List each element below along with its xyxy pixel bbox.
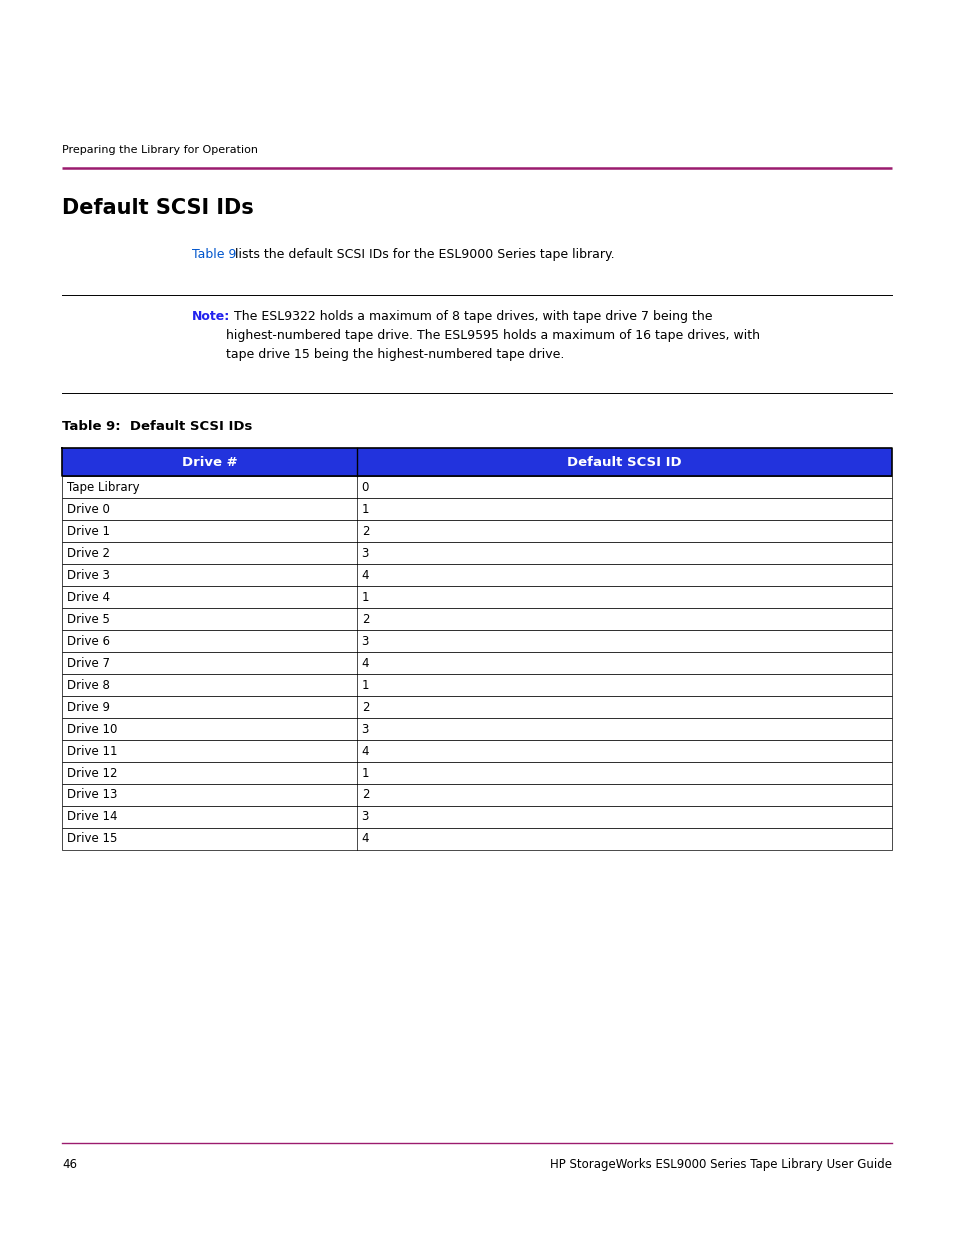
- Text: Drive 5: Drive 5: [67, 613, 110, 625]
- Text: 3: 3: [361, 810, 369, 824]
- Text: Drive 12: Drive 12: [67, 767, 117, 779]
- Text: 4: 4: [361, 657, 369, 669]
- Bar: [62, 762, 891, 784]
- Text: Drive 9: Drive 9: [67, 700, 110, 714]
- Text: Table 9: Table 9: [192, 248, 236, 261]
- Text: 4: 4: [361, 568, 369, 582]
- Bar: [62, 564, 891, 585]
- Text: The ESL9322 holds a maximum of 8 tape drives, with tape drive 7 being the
highes: The ESL9322 holds a maximum of 8 tape dr…: [226, 310, 760, 361]
- Text: Tape Library: Tape Library: [67, 480, 139, 494]
- Text: 0: 0: [361, 480, 369, 494]
- Text: Default SCSI ID: Default SCSI ID: [566, 456, 681, 468]
- Bar: [62, 806, 891, 827]
- Text: Drive 8: Drive 8: [67, 678, 110, 692]
- Text: Drive 10: Drive 10: [67, 722, 117, 736]
- Text: Default SCSI IDs: Default SCSI IDs: [62, 198, 253, 219]
- Text: 3: 3: [361, 547, 369, 559]
- Bar: [62, 740, 891, 762]
- Bar: [62, 697, 891, 718]
- Bar: [62, 718, 891, 740]
- Text: 3: 3: [361, 635, 369, 647]
- Text: Note:: Note:: [192, 310, 230, 324]
- Bar: [62, 520, 891, 542]
- Text: lists the default SCSI IDs for the ESL9000 Series tape library.: lists the default SCSI IDs for the ESL90…: [231, 248, 614, 261]
- Text: Preparing the Library for Operation: Preparing the Library for Operation: [62, 144, 257, 156]
- Bar: [62, 498, 891, 520]
- Text: 4: 4: [361, 832, 369, 846]
- Text: 1: 1: [361, 590, 369, 604]
- Text: 3: 3: [361, 722, 369, 736]
- Text: 4: 4: [361, 745, 369, 757]
- Bar: [62, 827, 891, 850]
- Bar: [62, 630, 891, 652]
- Text: Drive 2: Drive 2: [67, 547, 110, 559]
- Bar: [62, 608, 891, 630]
- Text: 2: 2: [361, 525, 369, 537]
- Bar: [62, 652, 891, 674]
- Text: 46: 46: [62, 1158, 77, 1171]
- Text: 2: 2: [361, 700, 369, 714]
- Bar: [62, 784, 891, 806]
- Bar: [62, 674, 891, 697]
- Text: 1: 1: [361, 678, 369, 692]
- Text: 1: 1: [361, 503, 369, 515]
- Text: HP StorageWorks ESL9000 Series Tape Library User Guide: HP StorageWorks ESL9000 Series Tape Libr…: [550, 1158, 891, 1171]
- Text: 2: 2: [361, 613, 369, 625]
- Text: Drive 4: Drive 4: [67, 590, 110, 604]
- Text: Drive 14: Drive 14: [67, 810, 117, 824]
- Text: Drive 0: Drive 0: [67, 503, 110, 515]
- Text: Drive 15: Drive 15: [67, 832, 117, 846]
- Bar: [62, 448, 891, 475]
- Text: 2: 2: [361, 788, 369, 802]
- Bar: [62, 475, 891, 498]
- Text: Drive 13: Drive 13: [67, 788, 117, 802]
- Bar: [62, 542, 891, 564]
- Text: Drive #: Drive #: [181, 456, 237, 468]
- Bar: [62, 585, 891, 608]
- Text: Drive 6: Drive 6: [67, 635, 110, 647]
- Text: Drive 7: Drive 7: [67, 657, 110, 669]
- Text: 1: 1: [361, 767, 369, 779]
- Text: Drive 3: Drive 3: [67, 568, 110, 582]
- Text: Drive 1: Drive 1: [67, 525, 110, 537]
- Text: Table 9:  Default SCSI IDs: Table 9: Default SCSI IDs: [62, 420, 253, 433]
- Text: Drive 11: Drive 11: [67, 745, 117, 757]
